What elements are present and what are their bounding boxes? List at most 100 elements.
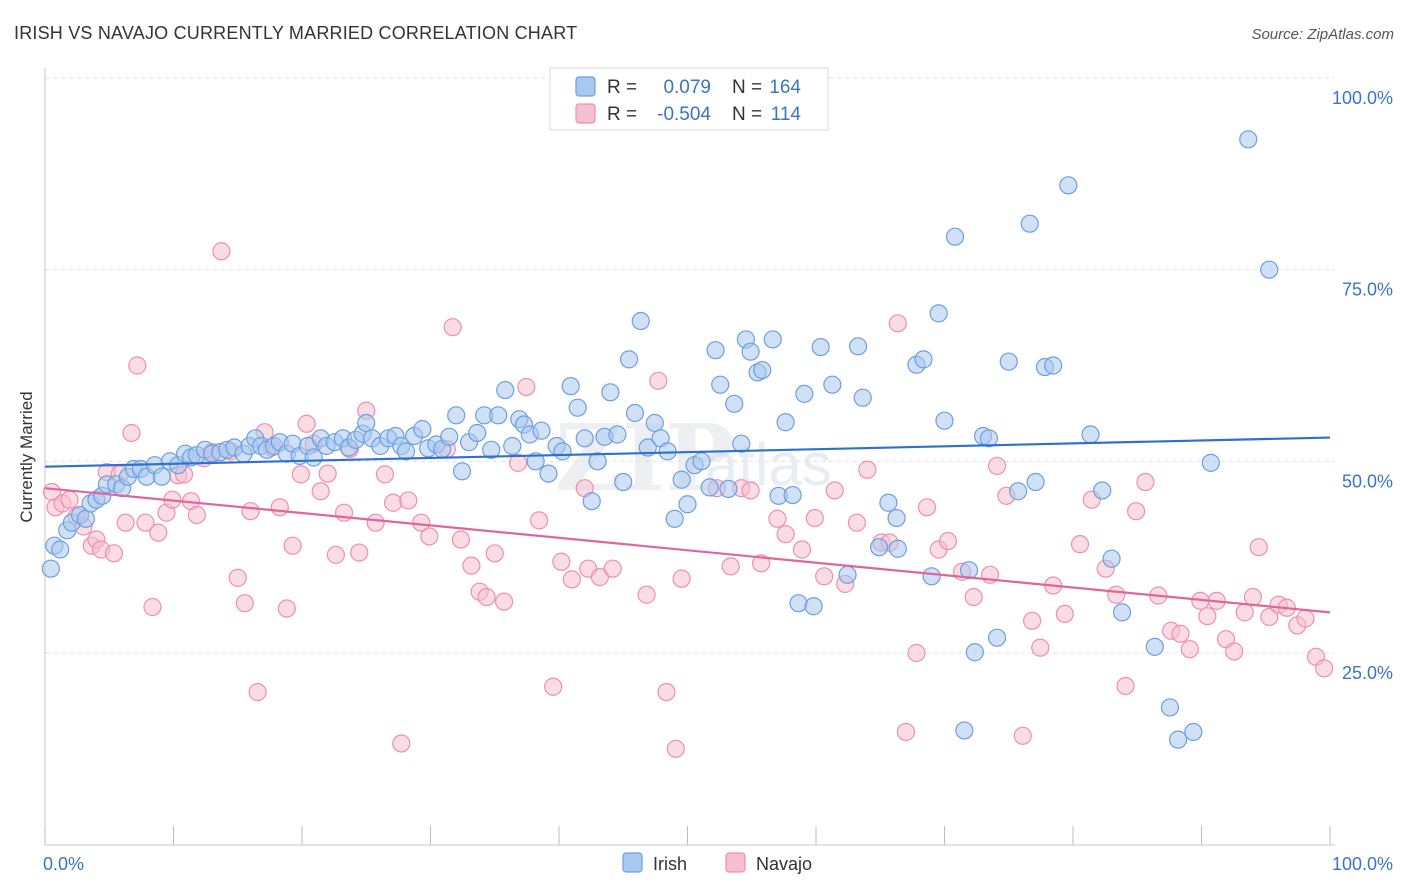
irish-point: [41, 559, 60, 578]
irish-point: [575, 429, 594, 448]
irish-point: [959, 561, 979, 580]
navajo-point: [938, 531, 958, 551]
irish-point: [1160, 698, 1180, 717]
legend-navajo-n-label: N =: [732, 104, 762, 125]
irish-point: [601, 383, 620, 402]
irish-point: [732, 434, 751, 453]
navajo-point: [485, 544, 504, 563]
irish-point: [1260, 260, 1279, 279]
irish-point: [482, 440, 501, 459]
irish-point: [532, 421, 551, 440]
irish-point: [719, 479, 738, 499]
legend-irish-n-value: 164: [769, 77, 801, 98]
irish-point: [489, 406, 508, 425]
navajo-point: [1107, 585, 1126, 604]
navajo-point: [384, 493, 403, 512]
legend-box: [549, 67, 829, 131]
navajo-point: [509, 453, 528, 472]
irish-point: [678, 495, 697, 514]
navajo-point: [888, 314, 907, 333]
irish-point: [848, 337, 868, 356]
legend-irish-r-value: 0.079: [663, 77, 711, 98]
irish-point: [1112, 603, 1132, 622]
navajo-point: [721, 557, 740, 576]
irish-point: [588, 452, 607, 471]
irish-point: [1169, 730, 1188, 749]
irish-point: [887, 508, 906, 528]
irish-point: [357, 413, 376, 433]
irish-point: [631, 311, 650, 331]
irish-point: [888, 539, 907, 558]
navajo-point: [235, 594, 254, 613]
irish-point: [741, 342, 760, 361]
irish-point: [1059, 176, 1078, 195]
irish-point: [1044, 356, 1063, 375]
irish-point: [1201, 453, 1220, 472]
navajo-point: [1260, 607, 1279, 627]
irish-point: [987, 628, 1007, 647]
navajo-point: [1243, 587, 1263, 607]
navajo-point: [1126, 502, 1146, 521]
navajo-point: [987, 456, 1007, 476]
irish-point: [503, 436, 522, 456]
navajo-point: [366, 513, 385, 532]
navajo-point: [443, 318, 462, 337]
navajo-point: [544, 677, 563, 696]
navajo-point: [297, 414, 316, 433]
navajo-point: [649, 371, 668, 390]
legend-navajo-r-value: -0.504: [657, 104, 711, 125]
irish-point: [935, 411, 954, 430]
navajo-point: [187, 505, 206, 525]
navajo-point: [666, 739, 685, 758]
y-tick-labels: 25.0% 50.0% 75.0% 100.0%: [1332, 88, 1393, 683]
irish-point: [1102, 549, 1121, 568]
navajo-point: [392, 734, 411, 753]
irish-point: [922, 567, 941, 586]
irish-point: [625, 403, 645, 423]
navajo-point: [517, 377, 536, 397]
y-axis-label: Currently Married: [17, 391, 36, 522]
irish-point: [396, 442, 416, 461]
irish-point: [526, 452, 545, 471]
navajo-point: [283, 536, 302, 555]
irish-point: [553, 442, 572, 461]
irish-point: [783, 485, 802, 505]
irish-point: [76, 509, 95, 528]
irish-point: [879, 493, 898, 512]
navajo-point: [917, 498, 937, 517]
irish-point: [452, 462, 472, 481]
navajo-point: [530, 511, 549, 530]
irish-point: [753, 361, 772, 380]
grid-lines: [45, 77, 1335, 654]
navajo-point: [128, 356, 147, 375]
navajo-point: [375, 465, 395, 484]
irish-point: [1239, 130, 1258, 149]
navajo-point: [637, 585, 656, 604]
bottom-legend-irish-swatch: [622, 852, 643, 873]
irish-point: [468, 423, 487, 443]
x-axis-ticks: [44, 826, 1331, 845]
irish-point: [914, 350, 933, 369]
irish-point: [789, 594, 808, 613]
irish-point: [853, 388, 872, 407]
trend-lines: [44, 436, 1331, 614]
navajo-point: [291, 465, 310, 484]
navajo-point: [552, 552, 571, 571]
chart-source: Source: ZipAtlas.com: [1251, 26, 1394, 43]
navajo-point: [248, 682, 267, 702]
navajo-point: [896, 722, 916, 742]
legend-navajo-n-value: 114: [771, 104, 802, 125]
y-tick-label-100: 100.0%: [1332, 88, 1393, 108]
irish-point: [999, 352, 1018, 371]
irish-point: [804, 597, 823, 616]
irish-point: [608, 425, 627, 444]
irish-point: [561, 377, 580, 396]
chart-title: IRISH VS NAVAJO CURRENTLY MARRIED CORREL…: [14, 23, 577, 43]
navajo-point: [907, 643, 926, 663]
irish-trend-line: [44, 436, 1331, 468]
navajo-point: [1116, 676, 1135, 696]
irish-point: [1020, 214, 1039, 233]
irish-point: [638, 438, 657, 457]
navajo-point: [858, 460, 877, 479]
